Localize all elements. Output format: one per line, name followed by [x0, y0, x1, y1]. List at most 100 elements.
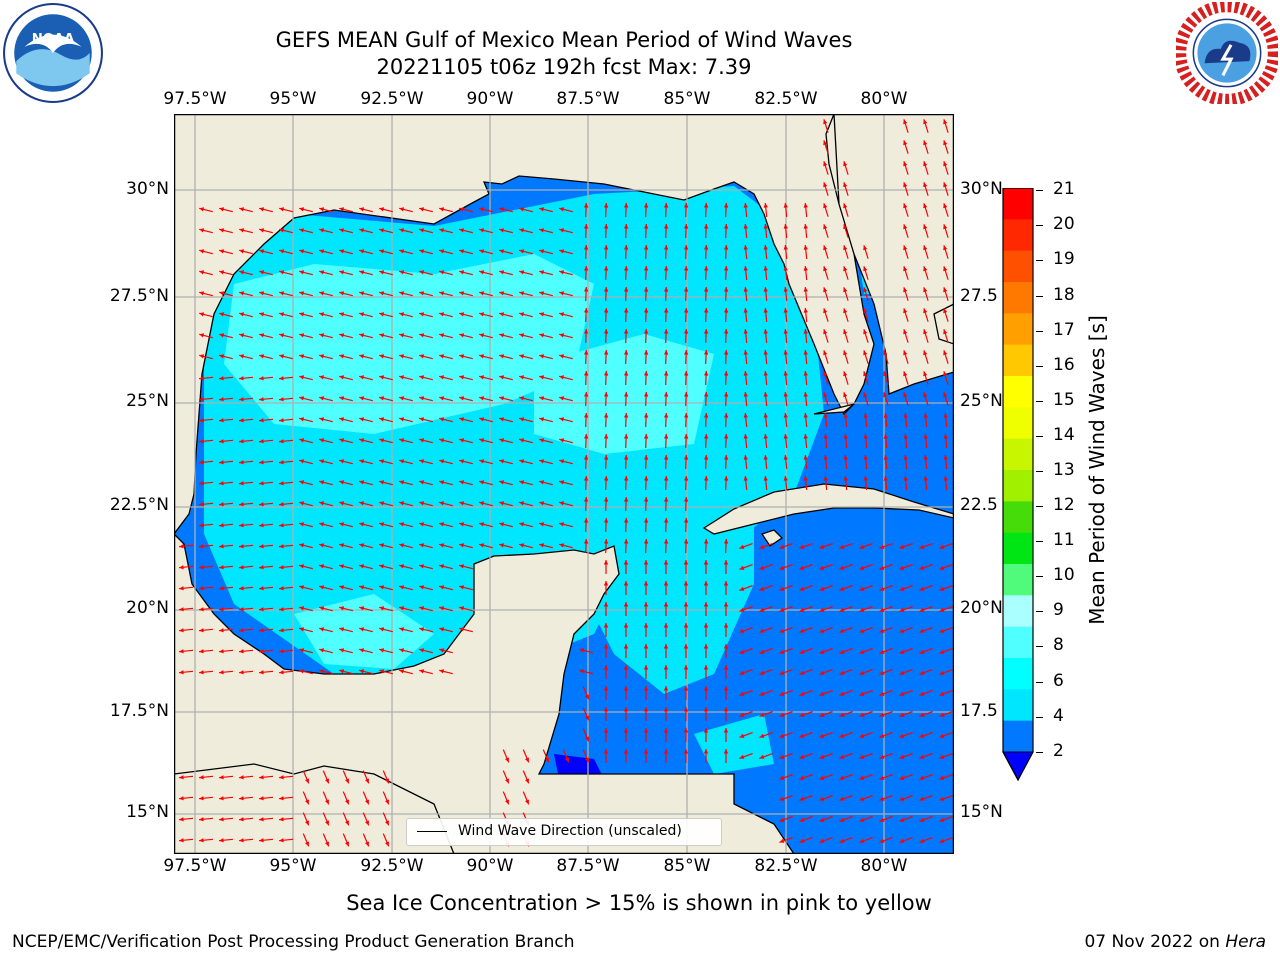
wave-direction-arrowhead — [219, 207, 225, 212]
colorbar-tick — [1036, 331, 1043, 332]
wave-direction-arrowhead — [743, 476, 748, 481]
wave-direction-arrowhead — [359, 249, 365, 254]
wave-direction-arrowhead — [279, 502, 284, 507]
wave-direction-arrowhead — [843, 350, 848, 356]
wave-direction-arrowhead — [743, 392, 748, 397]
wave-direction-arrowhead — [339, 417, 345, 422]
wave-direction-arrowhead — [239, 228, 245, 233]
wave-direction-arrowhead — [559, 354, 565, 359]
wave-direction-arrowhead — [585, 736, 589, 742]
wave-direction-arrowhead — [379, 417, 385, 422]
wave-direction-arrowhead — [939, 607, 945, 612]
wave-direction-arrowhead — [219, 291, 225, 296]
wave-direction-arrowhead — [923, 308, 928, 314]
wave-direction-arrowhead — [259, 249, 265, 254]
wave-direction-arrowhead — [299, 522, 305, 527]
wave-direction-arrowhead — [499, 459, 505, 464]
wave-direction-arrowhead — [683, 581, 689, 586]
wave-direction-arrowhead — [684, 518, 689, 523]
wave-direction-arrowhead — [739, 733, 745, 738]
wave-direction-arrowhead — [439, 291, 445, 296]
wave-direction-arrowhead — [783, 224, 788, 229]
wave-direction-arrowhead — [899, 775, 905, 780]
wave-direction-arrowhead — [739, 649, 745, 654]
wave-direction-arrowhead — [923, 434, 928, 439]
wave-direction-arrowhead — [399, 354, 405, 359]
wave-direction-arrowhead — [704, 455, 709, 460]
wave-direction-arrowhead — [239, 354, 245, 359]
colorbar-tick — [1036, 190, 1043, 191]
wave-direction-arrowhead — [903, 350, 908, 356]
wave-direction-arrowhead — [279, 796, 284, 801]
wave-direction-arrowhead — [903, 308, 908, 314]
wave-direction-arrowhead — [499, 354, 505, 359]
wave-direction-arrowhead — [923, 266, 928, 272]
wave-direction-arrowhead — [419, 228, 425, 233]
wave-direction-arrowhead — [339, 375, 345, 380]
legend-label: Wind Wave Direction (unscaled) — [458, 823, 682, 839]
wave-direction-arrowhead — [199, 333, 205, 338]
wave-direction-arrowhead — [199, 207, 205, 212]
wave-direction-arrowhead — [624, 245, 629, 250]
wave-direction-arrowhead — [179, 586, 184, 591]
wave-direction-arrowhead — [684, 434, 689, 439]
wave-direction-arrowhead — [279, 775, 284, 780]
wave-direction-arrowhead — [439, 354, 445, 359]
wave-direction-arrowhead — [379, 648, 385, 653]
wave-direction-arrowhead — [879, 838, 885, 843]
wave-direction-arrowhead — [439, 333, 445, 338]
wave-direction-arrowhead — [585, 757, 589, 763]
wave-direction-arrowhead — [219, 838, 224, 843]
wave-direction-arrowhead — [479, 312, 485, 317]
wave-direction-arrowhead — [799, 754, 805, 759]
wave-direction-arrowhead — [604, 308, 609, 313]
wave-direction-arrowhead — [644, 518, 649, 523]
wave-direction-arrowhead — [559, 417, 565, 422]
wave-direction-arrowhead — [359, 438, 365, 443]
wave-direction-arrowhead — [259, 544, 264, 549]
wave-direction-arrowhead — [239, 565, 244, 570]
wave-direction-arrowhead — [365, 799, 369, 805]
wave-direction-arrowhead — [664, 539, 669, 544]
wave-direction-arrowhead — [179, 796, 184, 801]
wave-direction-arrowhead — [379, 270, 385, 275]
wave-direction-arrowhead — [723, 728, 729, 733]
wave-direction-arrowhead — [419, 585, 425, 590]
wave-direction-arrowhead — [379, 480, 385, 485]
lat-tick-left: 22.5°N — [109, 495, 169, 515]
wave-direction-arrowhead — [239, 481, 244, 486]
wave-direction-arrowhead — [199, 775, 204, 780]
wave-direction-arrowhead — [319, 522, 325, 527]
wave-direction-arrowhead — [923, 203, 928, 209]
wave-direction-arrowhead — [604, 350, 609, 355]
wave-direction-arrowhead — [704, 203, 709, 208]
wave-direction-arrowhead — [724, 224, 729, 229]
wave-direction-arrowhead — [684, 497, 689, 502]
wave-direction-arrowhead — [439, 207, 445, 212]
wave-direction-arrowhead — [843, 329, 848, 335]
colorbar-tick-label: 10 — [1053, 565, 1075, 585]
colorbar-segment — [1003, 344, 1033, 377]
wave-direction-arrowhead — [799, 607, 805, 612]
wave-direction-arrowhead — [199, 502, 204, 507]
wave-direction-arrowhead — [219, 270, 225, 275]
wave-direction-arrowhead — [799, 796, 805, 801]
wave-direction-arrowhead — [459, 417, 465, 422]
colorbar-tick — [1036, 752, 1043, 753]
wave-direction-arrowhead — [319, 270, 325, 275]
wave-direction-arrowhead — [359, 417, 365, 422]
lat-tick-left: 25°N — [126, 391, 169, 411]
wave-direction-arrowhead — [839, 649, 845, 654]
wave-direction-arrowhead — [899, 796, 905, 801]
wave-direction-arrowhead — [939, 775, 945, 780]
wave-direction-arrowhead — [199, 418, 204, 423]
wave-direction-arrowhead — [879, 733, 885, 738]
wave-direction-arrowhead — [763, 224, 768, 229]
wave-direction-arrowhead — [943, 308, 948, 314]
wave-direction-arrowhead — [525, 757, 529, 763]
wave-direction-arrowhead — [239, 628, 244, 633]
wave-direction-arrowhead — [179, 607, 184, 612]
wave-direction-arrowhead — [239, 333, 245, 338]
colorbar-segment — [1003, 564, 1033, 596]
wave-direction-arrowhead — [239, 649, 244, 654]
